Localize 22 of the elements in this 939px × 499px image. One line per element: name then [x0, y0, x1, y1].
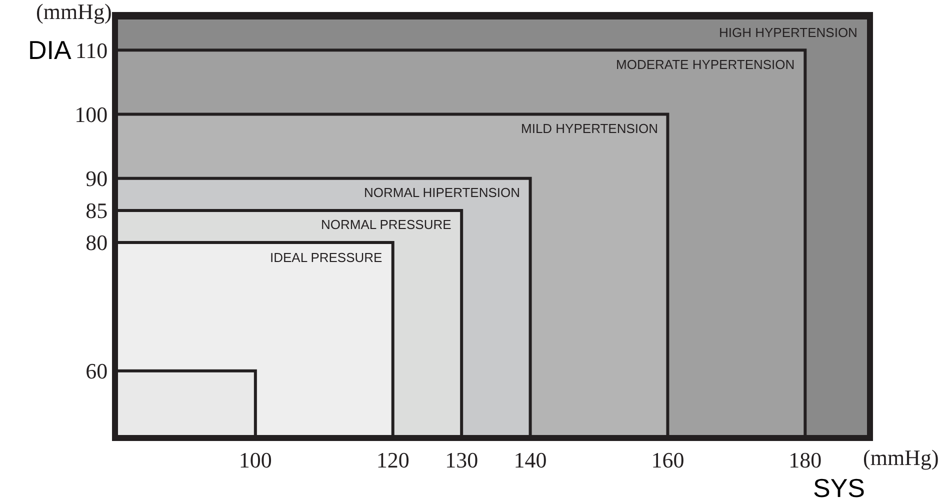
- x-tick-label: 120: [376, 447, 410, 472]
- y-tick-label: 90: [86, 166, 108, 192]
- y-tick-label: 60: [86, 358, 108, 384]
- y-axis-title: DIA: [28, 35, 72, 65]
- y-tick-label: 85: [86, 198, 108, 224]
- y-tick-label: 100: [74, 102, 108, 127]
- x-tick-label: 130: [445, 447, 478, 472]
- x-tick-label: 140: [514, 447, 547, 472]
- y-tick-label: 110: [75, 38, 108, 63]
- series-label: MILD HYPERTENSION: [521, 121, 658, 136]
- series-label: NORMAL PRESSURE: [321, 217, 452, 232]
- text: (mmHg): [863, 445, 939, 470]
- x-axis-title: SYS: [813, 473, 866, 499]
- x-tick-label: 100: [238, 447, 272, 472]
- y-tick-label: 80: [86, 230, 108, 256]
- series-label: MODERATE HYPERTENSION: [616, 57, 795, 72]
- x-tick-label: 180: [788, 447, 822, 472]
- text: (mmHg): [36, 0, 112, 24]
- series-label: HIGH HYPERTENSION: [719, 25, 858, 40]
- x-tick-label: 160: [651, 447, 684, 472]
- series-label: NORMAL HIPERTENSION: [364, 185, 520, 200]
- series-label: IDEAL PRESSURE: [270, 250, 383, 265]
